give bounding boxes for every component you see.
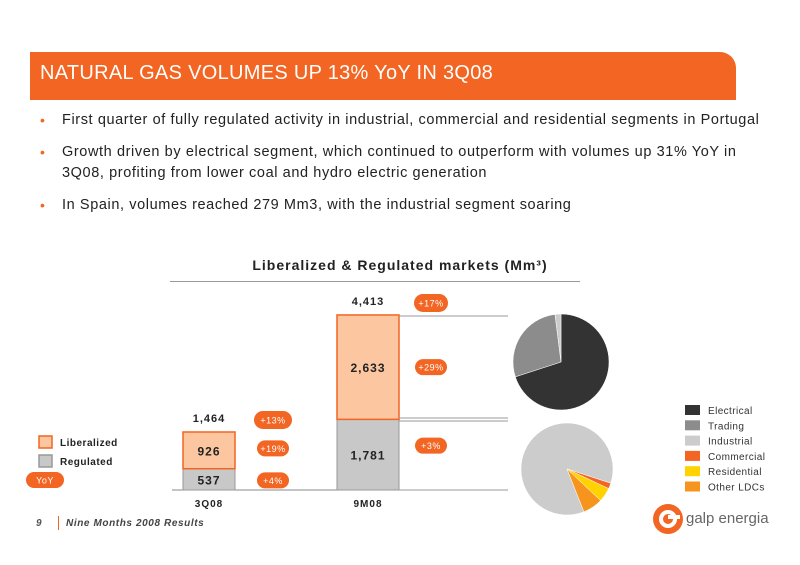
bullet-text: First quarter of fully regulated activit… (62, 112, 760, 128)
regulated-yoy-badge-bg (257, 472, 289, 489)
pie-legend-swatch (685, 405, 700, 415)
pie-slice (566, 468, 601, 513)
bar-value-label: 537 (197, 473, 220, 487)
pie-legend-swatch (685, 435, 700, 446)
liberalized-yoy-badge: +19% (260, 444, 285, 454)
bar-regulated (336, 418, 400, 491)
pie-legend-label: Other LDCs (708, 483, 765, 494)
pie-legend-swatch (685, 466, 700, 477)
page-title: NATURAL GAS VOLUMES UP 13% YoY IN 3Q08 (40, 62, 494, 84)
x-tick-label: 3Q08 (195, 499, 223, 510)
logo-text: galp energia (686, 510, 769, 527)
total-yoy-badge: +17% (418, 298, 443, 308)
pie-legend-swatch (685, 481, 700, 492)
chart-title: Liberalized & Regulated markets (Mm³) (252, 257, 548, 273)
footer-divider (58, 516, 59, 530)
bullet-dot: • (40, 112, 46, 128)
yoy-legend-badge: YoY (36, 476, 54, 486)
bullet-text: In Spain, volumes reached 279 Mm3, with … (62, 197, 572, 213)
bullet-item: • First quarter of fully regulated activi… (30, 110, 760, 131)
bullet-text: Growth driven by electrical segment, whi… (62, 144, 737, 181)
bar-legend-swatch (38, 454, 53, 468)
bar-legend-label: Liberalized (60, 438, 118, 449)
bullet-item: • Growth driven by electrical segment, wh… (30, 142, 760, 184)
pie-slice (512, 314, 562, 378)
title-bar (30, 52, 736, 100)
bar-value-label: 926 (197, 444, 220, 458)
galp-logo-icon (653, 504, 683, 534)
liberalized-yoy-badge-bg (415, 359, 447, 376)
pie-slice (515, 313, 610, 411)
x-tick-label: 9M08 (353, 499, 382, 510)
footer-text: Nine Months 2008 Results (66, 518, 205, 529)
bar-total-label: 1,464 (193, 413, 226, 425)
total-yoy-badge-bg (414, 293, 448, 312)
total-yoy-badge: +13% (260, 415, 285, 425)
bar-liberalized (182, 431, 236, 470)
page-number: 9 (36, 518, 42, 529)
pie-legend-swatch (685, 450, 700, 461)
pie-slice (554, 313, 562, 363)
pie-legend-label: Industrial (708, 437, 753, 448)
liberalized-yoy-badge-bg (257, 440, 289, 457)
liberalized-yoy-badge: +29% (418, 363, 443, 373)
bar-legend-swatch (38, 435, 53, 449)
pie-legend-label: Commercial (708, 452, 765, 463)
pie-legend-swatch (685, 420, 700, 431)
chart-title-rule (170, 281, 580, 282)
pie-legend-label: Trading (708, 421, 744, 432)
pie-legend-label: Residential (708, 467, 762, 478)
bullet-item: • In Spain, volumes reached 279 Mm3, with… (30, 195, 760, 216)
bullet-list: • First quarter of fully regulated activi… (30, 110, 760, 227)
regulated-yoy-badge: +4% (263, 476, 283, 486)
bar-liberalized (336, 314, 400, 421)
regulated-yoy-badge: +3% (421, 441, 441, 451)
regulated-yoy-badge-bg (415, 437, 447, 454)
bar-value-label: 1,781 (350, 449, 385, 463)
total-yoy-badge-bg (254, 410, 292, 429)
bullet-dot: • (40, 144, 46, 160)
yoy-legend-badge-bg (26, 472, 64, 488)
bar-value-label: 2,633 (350, 361, 385, 375)
pie-legend-label: Electrical (708, 406, 753, 417)
bar-total-label: 4,413 (352, 296, 385, 308)
bar-legend-label: Regulated (60, 457, 113, 468)
bullet-dot: • (40, 197, 46, 213)
